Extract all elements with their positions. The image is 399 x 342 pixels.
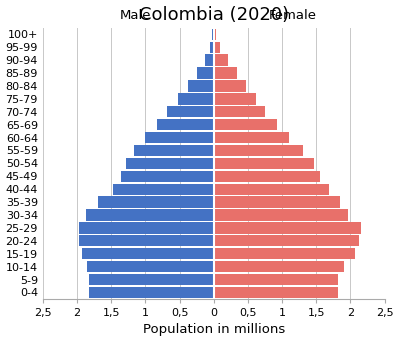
Bar: [214, 158, 314, 169]
Bar: [197, 67, 214, 79]
Bar: [214, 274, 338, 285]
Bar: [89, 274, 214, 285]
Title: Colombia (2020): Colombia (2020): [138, 5, 289, 24]
Text: Male: Male: [119, 10, 151, 23]
Bar: [157, 119, 214, 130]
Bar: [82, 248, 214, 259]
Bar: [214, 171, 320, 182]
Bar: [188, 80, 214, 92]
Bar: [145, 132, 214, 143]
Bar: [121, 171, 214, 182]
Bar: [113, 184, 214, 195]
Bar: [214, 209, 348, 221]
Bar: [205, 54, 214, 66]
Bar: [79, 235, 214, 247]
Bar: [214, 80, 246, 92]
Bar: [214, 106, 265, 117]
Bar: [178, 93, 214, 105]
Bar: [214, 67, 237, 79]
Bar: [87, 261, 214, 272]
Bar: [214, 29, 216, 40]
Bar: [214, 145, 302, 156]
Bar: [134, 145, 214, 156]
Bar: [214, 54, 228, 66]
Bar: [210, 42, 214, 53]
Text: Female: Female: [269, 10, 316, 23]
X-axis label: Population in millions: Population in millions: [142, 324, 285, 337]
Bar: [214, 261, 344, 272]
Bar: [214, 196, 340, 208]
Bar: [167, 106, 214, 117]
Bar: [214, 287, 338, 298]
Bar: [214, 222, 361, 234]
Bar: [126, 158, 214, 169]
Bar: [86, 209, 214, 221]
Bar: [214, 42, 220, 53]
Bar: [212, 29, 214, 40]
Bar: [214, 132, 289, 143]
Bar: [89, 287, 214, 298]
Bar: [98, 196, 214, 208]
Bar: [214, 184, 328, 195]
Bar: [214, 93, 256, 105]
Bar: [214, 119, 277, 130]
Bar: [214, 235, 359, 247]
Bar: [79, 222, 214, 234]
Bar: [214, 248, 355, 259]
